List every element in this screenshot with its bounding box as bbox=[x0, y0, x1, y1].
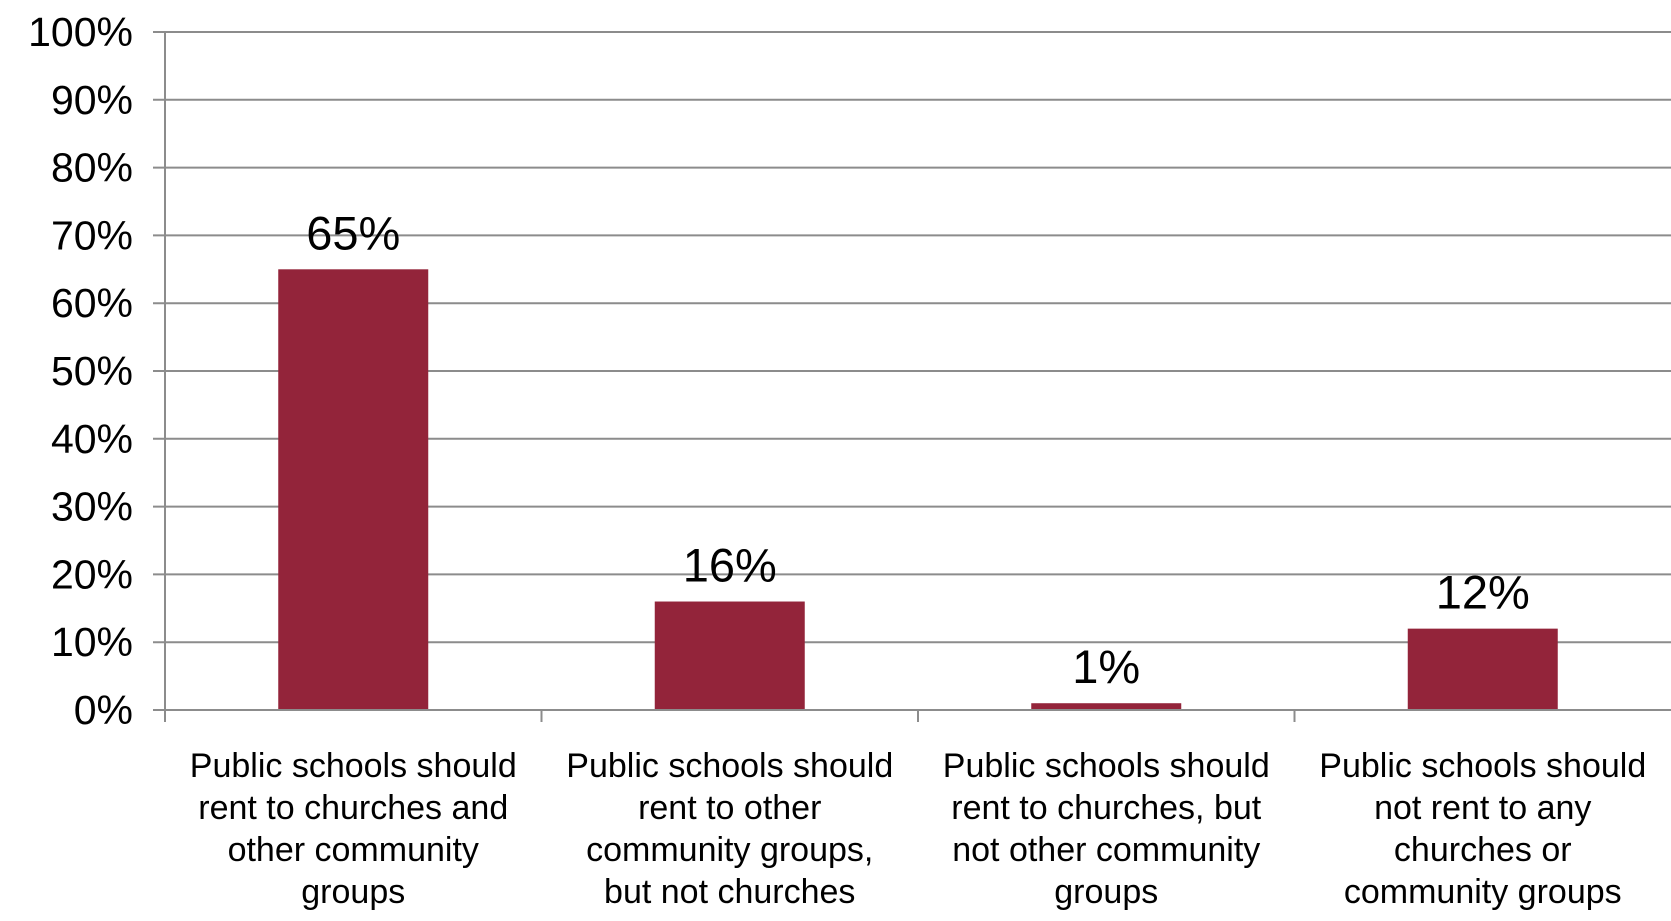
y-axis-tick-label: 90% bbox=[51, 77, 133, 123]
y-axis-tick-label: 20% bbox=[51, 551, 133, 597]
category-label-line: other community bbox=[228, 831, 479, 869]
category-label-line: not rent to any bbox=[1374, 789, 1591, 827]
y-axis-tick-label: 40% bbox=[51, 416, 133, 462]
y-axis-tick-label: 60% bbox=[51, 280, 133, 326]
x-axis-category-label: Public schools should rent to churches, b… bbox=[943, 747, 1270, 911]
category-label-line: groups bbox=[1054, 873, 1158, 911]
category-label-line: not other community bbox=[952, 831, 1260, 869]
category-label-line: groups bbox=[301, 873, 405, 911]
data-label: 1% bbox=[1072, 640, 1140, 693]
data-label: 12% bbox=[1436, 566, 1530, 619]
y-axis-tick-label: 10% bbox=[51, 619, 133, 665]
bar bbox=[1031, 703, 1182, 710]
y-axis-tick-label: 50% bbox=[51, 348, 133, 394]
data-label: 65% bbox=[306, 206, 400, 259]
bar bbox=[654, 601, 805, 710]
category-label-line: rent to other bbox=[638, 789, 821, 827]
x-axis-category-label: Public schools should not rent to any chur… bbox=[1319, 747, 1646, 911]
y-axis-tick-label: 30% bbox=[51, 484, 133, 530]
category-label-line: Public schools should bbox=[566, 747, 893, 785]
category-label-line: Public schools should bbox=[1319, 747, 1646, 785]
category-label-line: Public schools should bbox=[190, 747, 517, 785]
x-axis-category-labels: Public schools should rent to churches an… bbox=[190, 747, 1646, 911]
y-axis-tick-labels: 0% 10% 20% 30% 40% 50% 60% 70% 80% 90% 100% bbox=[28, 9, 133, 733]
y-axis-tick-label: 70% bbox=[51, 212, 133, 258]
y-axis-tick-label: 0% bbox=[74, 687, 133, 733]
category-label-line: Public schools should bbox=[943, 747, 1270, 785]
x-axis-category-label: Public schools should rent to other commun… bbox=[566, 747, 893, 911]
x-axis-category-label: Public schools should rent to churches an… bbox=[190, 747, 517, 911]
y-axis-tick-label: 100% bbox=[28, 9, 133, 55]
category-label-line: community groups bbox=[1344, 873, 1622, 911]
axes bbox=[164, 32, 1671, 722]
category-label-line: churches or bbox=[1394, 831, 1572, 869]
category-label-line: community groups, bbox=[586, 831, 873, 869]
category-label-line: rent to churches and bbox=[198, 789, 508, 827]
data-label: 16% bbox=[683, 539, 777, 592]
category-label-line: but not churches bbox=[604, 873, 855, 911]
y-axis-tick-label: 80% bbox=[51, 145, 133, 191]
bars bbox=[278, 269, 1558, 710]
category-label-line: rent to churches, but bbox=[951, 789, 1262, 827]
bar bbox=[278, 269, 429, 710]
data-labels: 65% 16% 1% 12% bbox=[306, 206, 1530, 693]
bar bbox=[1407, 628, 1558, 710]
